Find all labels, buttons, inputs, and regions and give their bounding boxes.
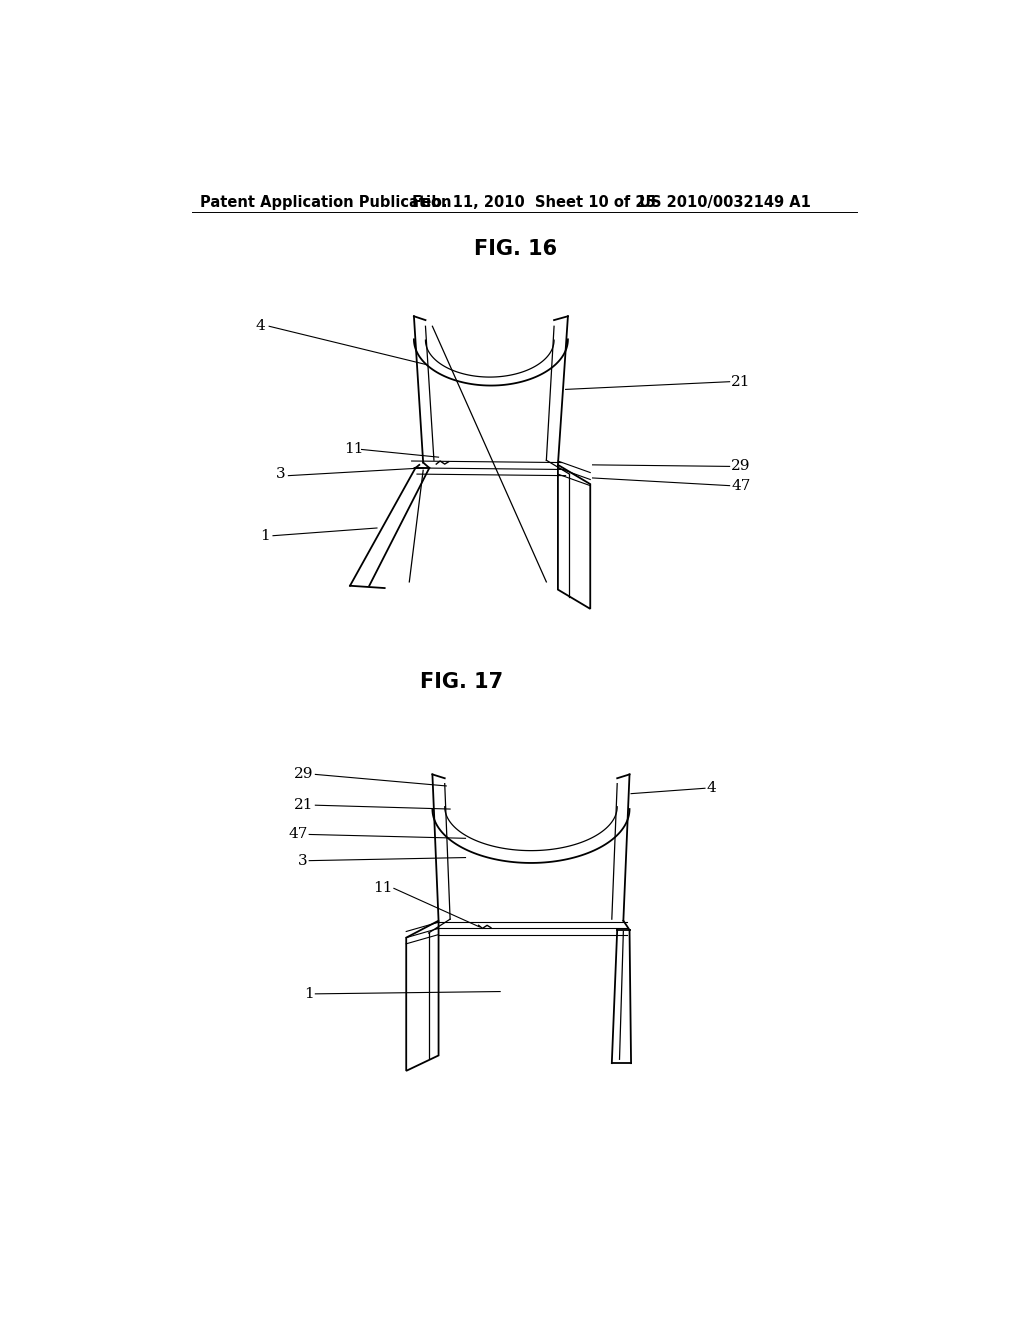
Text: 3: 3 bbox=[298, 854, 307, 867]
Text: 29: 29 bbox=[731, 459, 751, 474]
Text: FIG. 16: FIG. 16 bbox=[474, 239, 557, 259]
Text: 3: 3 bbox=[275, 467, 286, 480]
Text: 47: 47 bbox=[289, 828, 307, 841]
Text: 29: 29 bbox=[294, 767, 313, 781]
Text: Feb. 11, 2010  Sheet 10 of 25: Feb. 11, 2010 Sheet 10 of 25 bbox=[412, 195, 655, 210]
Text: 1: 1 bbox=[260, 529, 270, 543]
Text: 11: 11 bbox=[344, 442, 364, 457]
Text: 21: 21 bbox=[294, 799, 313, 812]
Text: FIG. 17: FIG. 17 bbox=[420, 672, 503, 692]
Text: 47: 47 bbox=[731, 479, 751, 492]
Text: 4: 4 bbox=[707, 781, 716, 795]
Text: 1: 1 bbox=[304, 987, 313, 1001]
Text: 21: 21 bbox=[731, 375, 751, 388]
Text: 11: 11 bbox=[373, 882, 392, 895]
Text: 4: 4 bbox=[255, 319, 265, 333]
Text: US 2010/0032149 A1: US 2010/0032149 A1 bbox=[639, 195, 811, 210]
Text: Patent Application Publication: Patent Application Publication bbox=[200, 195, 452, 210]
